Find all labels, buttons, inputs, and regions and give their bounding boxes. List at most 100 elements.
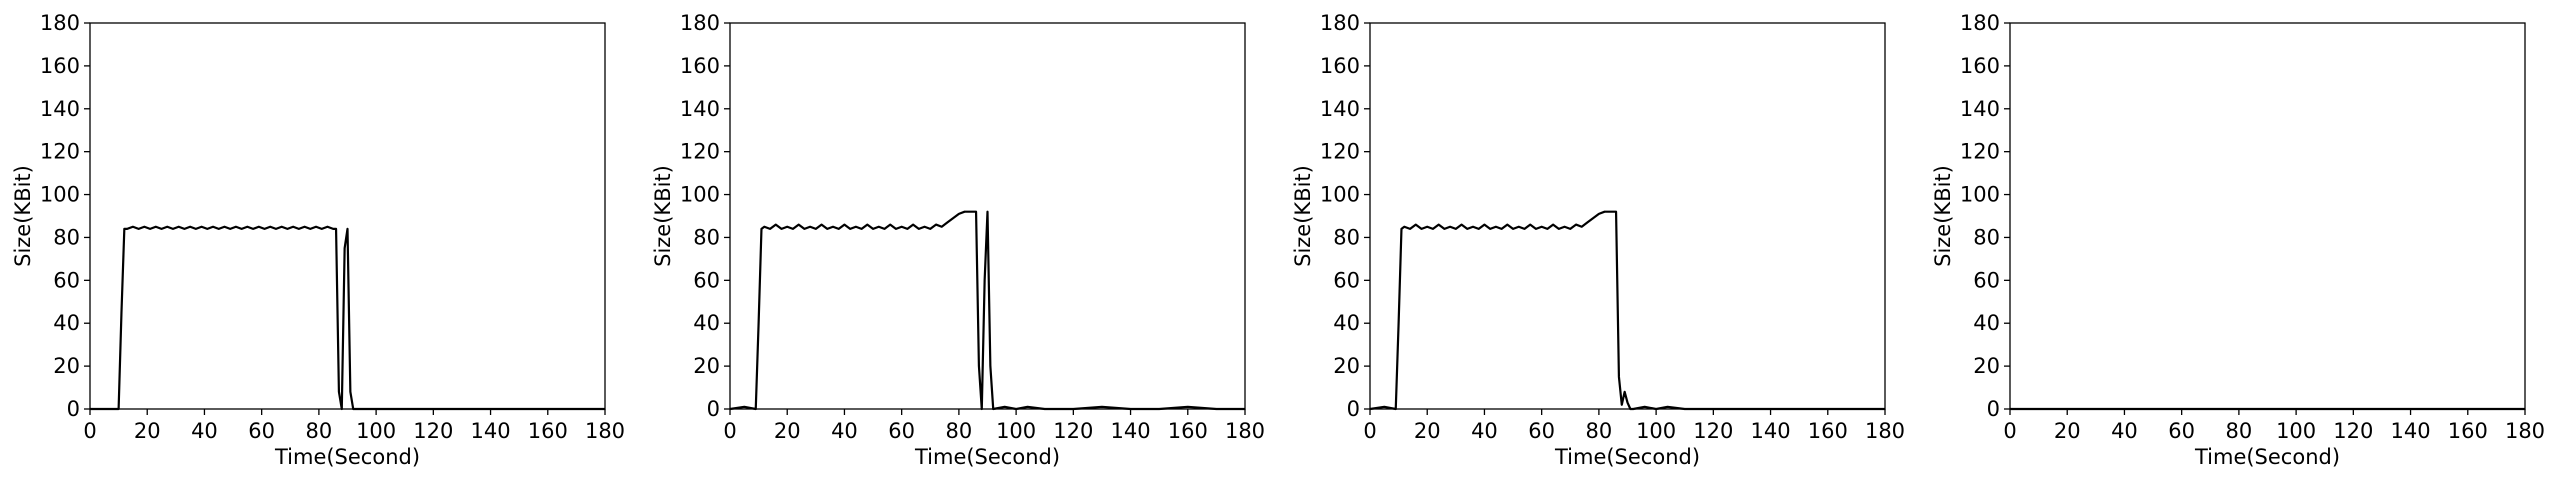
y-tick-label: 160	[1320, 54, 1360, 78]
x-tick-label: 180	[585, 419, 625, 443]
y-tick-label: 20	[1973, 354, 2000, 378]
y-tick-label: 140	[40, 97, 80, 121]
chart-panel-1: 0 20 40 60 80 100 120 140 160 180 0 20 40 60 80 100 120 1…	[11, 11, 625, 469]
x-axis-label: Time(Second)	[914, 445, 1060, 469]
x-tick-label: 140	[471, 419, 511, 443]
x-tick-label: 0	[83, 419, 96, 443]
y-tick-label: 40	[53, 311, 80, 335]
y-tick-label: 180	[1320, 11, 1360, 35]
y-tick-label: 0	[1347, 397, 1360, 421]
x-tick-label: 160	[1168, 419, 1208, 443]
plot-frame	[729, 22, 1246, 410]
y-tick-label: 160	[40, 54, 80, 78]
x-tick-label: 0	[723, 419, 736, 443]
y-tick-label: 100	[680, 183, 720, 207]
y-tick-label: 180	[680, 11, 720, 35]
y-axis-label: Size(KBit)	[1291, 165, 1315, 267]
x-axis-label: Time(Second)	[274, 445, 420, 469]
x-tick-label: 120	[1053, 419, 1093, 443]
x-tick-label: 140	[1111, 419, 1151, 443]
y-tick-label: 120	[1960, 140, 2000, 164]
x-tick-label: 180	[2505, 419, 2545, 443]
x-tick-label: 40	[831, 419, 858, 443]
y-tick-label: 140	[1960, 97, 2000, 121]
y-tick-label: 60	[1973, 268, 2000, 292]
x-tick-label: 120	[413, 419, 453, 443]
x-tick-label: 60	[888, 419, 915, 443]
series-line	[729, 210, 1245, 411]
y-tick-label: 120	[40, 140, 80, 164]
y-tick-label: 120	[680, 140, 720, 164]
x-tick-label: 100	[996, 419, 1036, 443]
x-tick-label: 80	[1586, 419, 1613, 443]
x-tick-label: 40	[2111, 419, 2138, 443]
x-tick-label: 60	[1528, 419, 1555, 443]
y-axis-label: Size(KBit)	[651, 165, 675, 267]
y-tick-label: 80	[1333, 225, 1360, 249]
y-tick-label: 20	[1333, 354, 1360, 378]
x-tick-label: 20	[1414, 419, 1441, 443]
y-axis-label: Size(KBit)	[1931, 165, 1955, 267]
x-tick-label: 40	[191, 419, 218, 443]
x-tick-label: 0	[1363, 419, 1376, 443]
x-axis-label: Time(Second)	[1554, 445, 1700, 469]
y-tick-label: 120	[1320, 140, 1360, 164]
x-tick-label: 120	[2333, 419, 2373, 443]
y-tick-label: 180	[1960, 11, 2000, 35]
x-tick-label: 80	[2226, 419, 2253, 443]
y-tick-label: 60	[53, 268, 80, 292]
x-tick-label: 180	[1865, 419, 1905, 443]
y-tick-label: 0	[67, 397, 80, 421]
x-tick-label: 120	[1693, 419, 1733, 443]
y-tick-label: 100	[1960, 183, 2000, 207]
x-tick-label: 100	[1636, 419, 1676, 443]
y-tick-label: 80	[1973, 225, 2000, 249]
x-tick-label: 80	[306, 419, 333, 443]
x-tick-label: 20	[774, 419, 801, 443]
y-tick-label: 80	[693, 225, 720, 249]
x-tick-label: 20	[134, 419, 161, 443]
x-tick-label: 40	[1471, 419, 1498, 443]
chart-panel-2: 0 20 40 60 80 100 120 140 160 180 0 20 40 60 80 100 120 1…	[651, 11, 1265, 469]
x-tick-label: 80	[946, 419, 973, 443]
y-tick-label: 20	[53, 354, 80, 378]
y-tick-label: 140	[680, 97, 720, 121]
y-tick-label: 40	[693, 311, 720, 335]
series-line	[1369, 210, 1885, 411]
plot-frame	[2009, 22, 2526, 410]
x-tick-label: 100	[2276, 419, 2316, 443]
x-axis-label: Time(Second)	[2194, 445, 2340, 469]
y-axis-label: Size(KBit)	[11, 165, 35, 267]
y-tick-label: 160	[680, 54, 720, 78]
y-tick-label: 40	[1333, 311, 1360, 335]
y-tick-label: 100	[1320, 183, 1360, 207]
x-tick-label: 0	[2003, 419, 2016, 443]
y-tick-label: 180	[40, 11, 80, 35]
y-tick-label: 140	[1320, 97, 1360, 121]
plot-frame	[89, 22, 606, 410]
y-tick-label: 20	[693, 354, 720, 378]
x-tick-label: 160	[2448, 419, 2488, 443]
y-tick-label: 160	[1960, 54, 2000, 78]
x-tick-label: 60	[248, 419, 275, 443]
y-tick-label: 0	[707, 397, 720, 421]
plot-frame	[1369, 22, 1886, 410]
chart-panel-3: 0 20 40 60 80 100 120 140 160 180 0 20 40 60 80 100 120 1…	[1291, 11, 1905, 469]
chart-panel-4: 0 20 40 60 80 100 120 140 160 180 0 20 40 60 80 100 120 1…	[1931, 11, 2545, 469]
series-line	[90, 225, 605, 411]
x-tick-label: 20	[2054, 419, 2081, 443]
y-tick-label: 0	[1987, 397, 2000, 421]
y-tick-label: 60	[1333, 268, 1360, 292]
y-tick-label: 40	[1973, 311, 2000, 335]
x-tick-label: 180	[1225, 419, 1265, 443]
x-tick-label: 140	[1751, 419, 1791, 443]
y-tick-label: 100	[40, 183, 80, 207]
x-tick-label: 160	[528, 419, 568, 443]
x-tick-label: 100	[356, 419, 396, 443]
y-tick-label: 60	[693, 268, 720, 292]
x-tick-label: 60	[2168, 419, 2195, 443]
x-tick-label: 160	[1808, 419, 1848, 443]
x-tick-label: 140	[2391, 419, 2431, 443]
y-tick-label: 80	[53, 225, 80, 249]
